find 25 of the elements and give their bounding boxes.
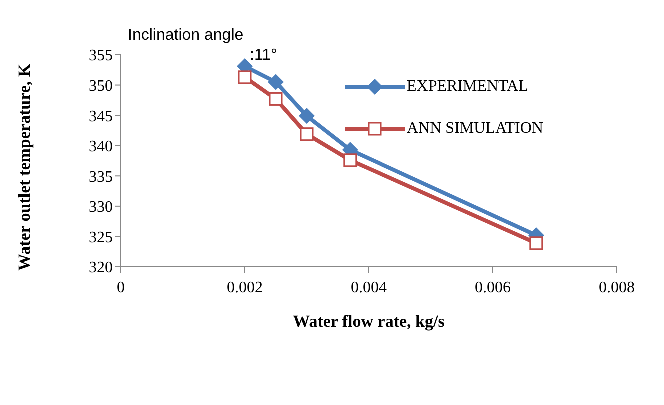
y-tick-label: 330 bbox=[89, 199, 113, 216]
y-tick-label: 355 bbox=[89, 48, 113, 65]
x-tick-label: 0.002 bbox=[227, 279, 263, 296]
y-tick-label: 320 bbox=[89, 260, 113, 277]
x-tick-label: 0.004 bbox=[351, 279, 387, 296]
y-tick-label: 340 bbox=[89, 138, 113, 156]
point bbox=[299, 108, 315, 124]
legend-label: EXPERIMENTAL bbox=[407, 78, 528, 96]
point bbox=[300, 128, 314, 142]
x-tick-label: 0 bbox=[117, 279, 125, 296]
point bbox=[530, 236, 544, 250]
point bbox=[238, 70, 252, 84]
y-tick-label: 350 bbox=[89, 78, 113, 95]
y-axis-title: Water outlet temperature, K bbox=[15, 63, 34, 271]
point bbox=[268, 74, 284, 90]
annotation: Inclination angle :11° bbox=[128, 27, 278, 64]
y-tick-label: 335 bbox=[89, 168, 113, 186]
y-tick-label: 325 bbox=[89, 229, 113, 246]
x-axis-title: Water flow rate, kg/s bbox=[293, 312, 446, 331]
point bbox=[344, 154, 358, 168]
legend-label: ANN SIMULATION bbox=[407, 120, 544, 138]
y-tick-label: 345 bbox=[89, 108, 113, 126]
point bbox=[269, 92, 283, 106]
x-tick-label: 0.008 bbox=[599, 279, 635, 296]
x-tick-label: 0.006 bbox=[475, 279, 511, 296]
